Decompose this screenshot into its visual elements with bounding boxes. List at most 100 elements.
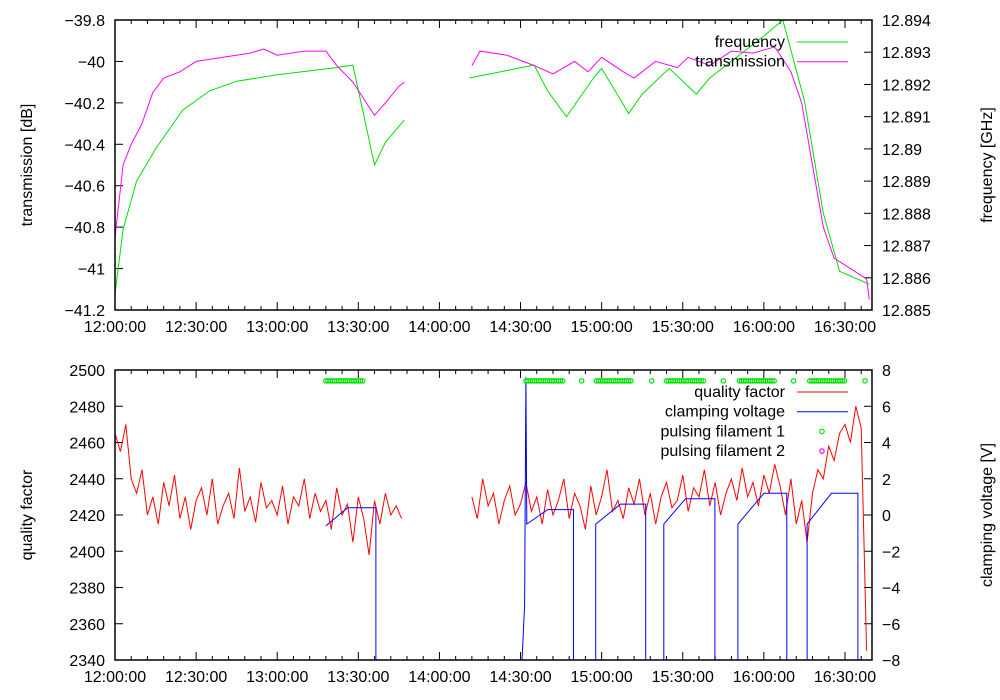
x-tick-label: 13:00:00 [246, 319, 308, 336]
marker-point [698, 378, 704, 384]
x-tick-label: 16:00:00 [733, 319, 795, 336]
legend-entry: transmission [695, 54, 848, 71]
y2-tick-label: −2 [882, 544, 900, 561]
y-tick-label: −41 [78, 262, 105, 279]
y2-tick-label: 12.892 [882, 77, 931, 94]
legend-entry: pulsing filament 2 [660, 443, 825, 460]
plot-area [115, 20, 870, 300]
legend-marker [819, 448, 825, 454]
x-tick-label: 13:30:00 [327, 319, 389, 336]
x-tick-label: 16:30:00 [814, 319, 876, 336]
marker-point [625, 378, 632, 384]
marker-point [359, 378, 366, 384]
y-tick-label: 2380 [69, 581, 105, 598]
y2-tick-label: 12.891 [882, 110, 931, 127]
legend-label: transmission [695, 54, 785, 71]
marker-point [559, 378, 566, 384]
x-tick-label: 14:30:00 [489, 319, 551, 336]
marker-point [578, 378, 585, 384]
y2-tick-label: 12.886 [882, 271, 931, 288]
y-tick-label: −40.6 [65, 179, 106, 196]
y-tick-label: −40 [78, 54, 105, 71]
y-tick-label: 2360 [69, 617, 105, 634]
x-tick-label: 16:30:00 [814, 669, 876, 686]
legend-label: pulsing filament 1 [660, 423, 785, 440]
x-tick-label: 15:00:00 [571, 319, 633, 336]
y2-tick-label: 12.89 [882, 142, 922, 159]
legend-entry: clamping voltage [665, 404, 848, 421]
y-tick-label: −41.2 [65, 303, 106, 320]
y-tick-label: −40.8 [65, 220, 106, 237]
series-clamping-voltage [325, 377, 859, 660]
y2-tick-label: 12.885 [882, 303, 931, 320]
marker-point [769, 378, 775, 384]
legend-marker [819, 428, 825, 435]
series-line-segment [471, 46, 870, 300]
series-line-segment [115, 424, 403, 555]
series-line-segment [115, 48, 405, 238]
y2-tick-label: −4 [882, 581, 900, 598]
x-tick-label: 12:30:00 [165, 669, 227, 686]
x-tick-label: 12:00:00 [84, 319, 146, 336]
marker-point [841, 378, 848, 384]
panel-2: 12:00:00 12:30:00 13:00:00 13:30:00 14:00:00… [19, 363, 996, 686]
series-line-segment [115, 64, 405, 294]
x-tick-label: 15:30:00 [652, 669, 714, 686]
series-quality-factor [115, 406, 868, 651]
series-line-segment [325, 507, 377, 660]
x-tick-label: 13:30:00 [327, 669, 389, 686]
panel-1: 12:00:00 12:30:00 13:00:00 13:30:00 14:00:00… [19, 13, 996, 336]
x-tick-label: 12:00:00 [84, 669, 146, 686]
marker-point [628, 378, 634, 384]
x-tick-label: 14:00:00 [408, 319, 470, 336]
x-tick-label: 14:00:00 [408, 669, 470, 686]
y2-tick-label: −6 [882, 617, 900, 634]
series-line-segment [469, 20, 870, 285]
x-tick-label: 14:30:00 [489, 669, 551, 686]
y2-tick-label: 12.888 [882, 206, 931, 223]
series-transmission [115, 46, 870, 300]
y2-tick-label: 12.893 [882, 45, 931, 62]
legend-label: quality factor [694, 384, 785, 401]
x-tick-label: 16:00:00 [733, 669, 795, 686]
y2-tick-label: −8 [882, 653, 900, 670]
x-tick-label: 13:00:00 [246, 669, 308, 686]
y-tick-label: 2440 [69, 472, 105, 489]
legend-entry: frequency [715, 34, 848, 51]
marker-point [557, 378, 564, 384]
y2-tick-label: 0 [882, 508, 891, 525]
y-tick-label: 2460 [69, 436, 105, 453]
y2-axis-title: frequency [GHz] [979, 107, 996, 223]
legend-entry: pulsing filament 1 [660, 423, 825, 440]
x-tick-label: 15:30:00 [652, 319, 714, 336]
y-axis-title: transmission [dB] [19, 104, 36, 227]
series-line-segment [521, 377, 859, 660]
legend-entry: quality factor [694, 384, 848, 401]
y-tick-label: −39.8 [65, 13, 106, 30]
y2-tick-label: 6 [882, 399, 891, 416]
y2-axis-title: clamping voltage [V] [979, 443, 996, 587]
y-tick-label: 2500 [69, 363, 105, 380]
marker-point [700, 378, 707, 384]
y2-tick-label: 12.894 [882, 13, 931, 30]
marker-point [771, 378, 777, 384]
plot-frame [114, 19, 873, 311]
marker-point [862, 378, 868, 384]
y2-tick-label: 4 [882, 436, 891, 453]
legend-label: frequency [715, 34, 785, 51]
y-tick-label: 2420 [69, 508, 105, 525]
y2-tick-label: 2 [882, 472, 891, 489]
x-tick-label: 12:30:00 [165, 319, 227, 336]
y-tick-label: 2400 [69, 544, 105, 561]
marker-point [720, 378, 727, 384]
marker-point [648, 378, 655, 384]
marker-point [790, 378, 797, 384]
marker-point [839, 378, 846, 384]
y-tick-label: −40.4 [65, 137, 106, 154]
y-tick-label: 2480 [69, 399, 105, 416]
series-line-segment [471, 406, 868, 651]
y2-tick-label: 12.889 [882, 174, 931, 191]
y-tick-label: 2340 [69, 653, 105, 670]
series-pulsing-filament-1 [323, 378, 868, 384]
